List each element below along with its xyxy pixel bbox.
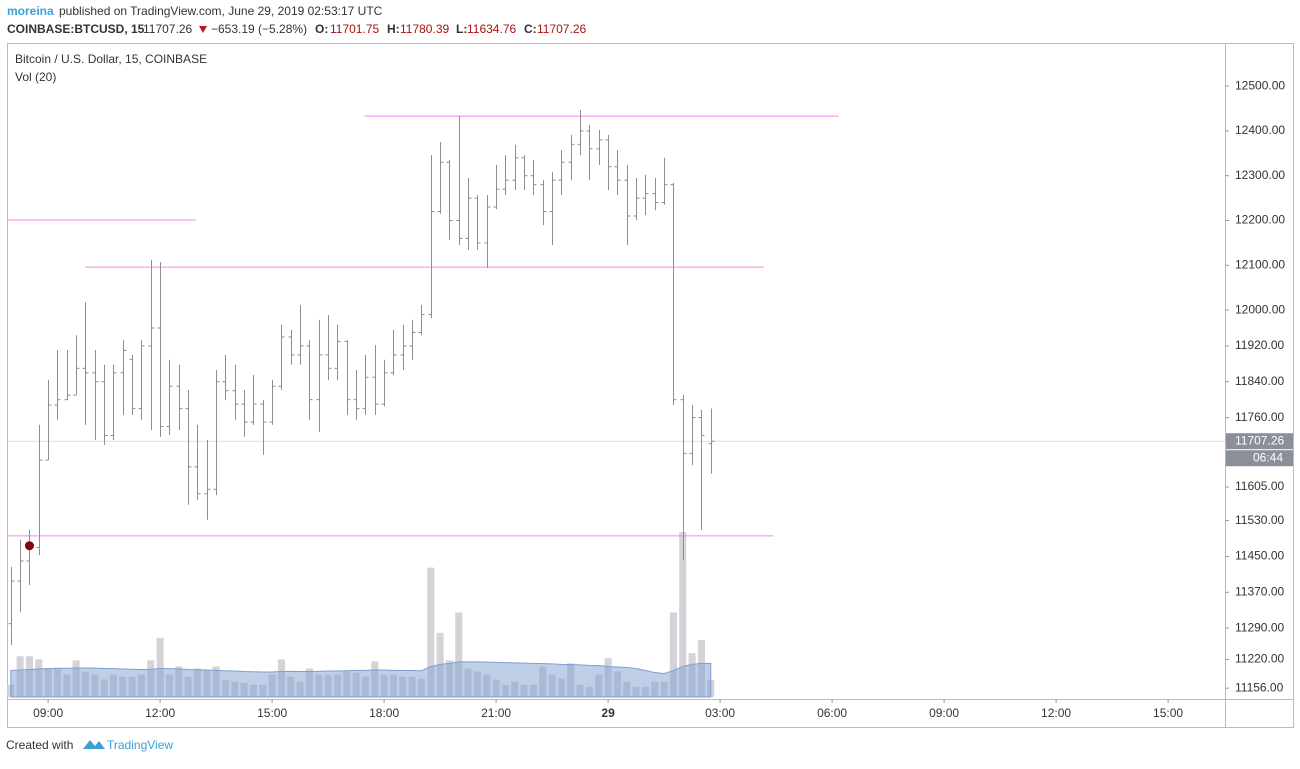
last-price-box	[1226, 433, 1293, 450]
x-tick-label: 12:00	[1041, 706, 1071, 720]
tv-logo	[83, 740, 105, 749]
y-tick-label: 11530.00	[1235, 513, 1284, 527]
x-tick-label: 29	[601, 706, 615, 720]
event-marker	[24, 541, 34, 551]
frame	[7, 43, 1294, 728]
x-tick-label: 06:00	[817, 706, 847, 720]
volume-bar	[669, 612, 677, 697]
y-tick-label: 11920.00	[1235, 338, 1284, 352]
x-tick-label: 12:00	[145, 706, 175, 720]
y-tick-label: 11760.00	[1235, 410, 1284, 424]
brand[interactable]: TradingView	[107, 738, 173, 752]
volume-bar	[455, 612, 463, 697]
y-tick-label: 11840.00	[1235, 374, 1284, 388]
c-label: C:	[524, 22, 537, 36]
y-tick-label: 11156.00	[1235, 680, 1284, 694]
x-tick-label: 15:00	[257, 706, 287, 720]
x-tick-label: 03:00	[705, 706, 735, 720]
last-close: 11707.26	[143, 22, 192, 36]
l-value: 11634.76	[467, 22, 516, 36]
volume-label: Vol (20)	[15, 70, 56, 84]
l-label: L:	[456, 22, 467, 36]
y-tick-label: 12300.00	[1235, 168, 1285, 182]
x-tick-label: 18:00	[369, 706, 399, 720]
volume-bar	[427, 567, 435, 697]
x-tick-label: 09:00	[929, 706, 959, 720]
last-price-label: 11707.26	[1235, 433, 1284, 447]
y-tick-label: 11370.00	[1235, 584, 1284, 598]
y-tick-label: 12000.00	[1235, 302, 1285, 316]
y-tick-label: 12500.00	[1235, 78, 1285, 92]
c-value: 11707.26	[537, 22, 586, 36]
ohlc-header: COINBASE:BTCUSD, 15 11707.26 −653.19 (−5…	[7, 22, 586, 36]
change: −653.19 (−5.28%)	[211, 22, 307, 36]
h-label: H:	[387, 22, 400, 36]
y-tick-label: 12400.00	[1235, 123, 1285, 137]
y-tick-label: 11450.00	[1235, 549, 1284, 563]
o-label: O:	[315, 22, 328, 36]
y-tick-label: 12100.00	[1235, 257, 1285, 271]
y-tick-label: 11290.00	[1235, 620, 1284, 634]
volume-bar	[156, 637, 164, 697]
countdown-box	[1226, 450, 1293, 467]
x-tick-label: 09:00	[33, 706, 63, 720]
created-with: Created with	[6, 738, 73, 752]
x-tick-label: 15:00	[1153, 706, 1183, 720]
y-tick-label: 12200.00	[1235, 213, 1285, 227]
author[interactable]: moreina	[7, 4, 54, 18]
volume-ma-area	[10, 661, 712, 698]
chart-title: Bitcoin / U.S. Dollar, 15, COINBASE	[15, 52, 207, 66]
y-tick-label: 11605.00	[1235, 479, 1284, 493]
volume-bar	[679, 532, 687, 697]
y-tick-label: 11220.00	[1235, 652, 1284, 666]
o-value: 11701.75	[330, 22, 379, 36]
down-arrow	[199, 26, 207, 33]
published: published on TradingView.com, June 29, 2…	[59, 4, 383, 18]
h-value: 11780.39	[400, 22, 449, 36]
x-tick-label: 21:00	[481, 706, 511, 720]
symbol: COINBASE:BTCUSD, 15	[7, 22, 145, 36]
countdown: 06:44	[1253, 450, 1283, 464]
